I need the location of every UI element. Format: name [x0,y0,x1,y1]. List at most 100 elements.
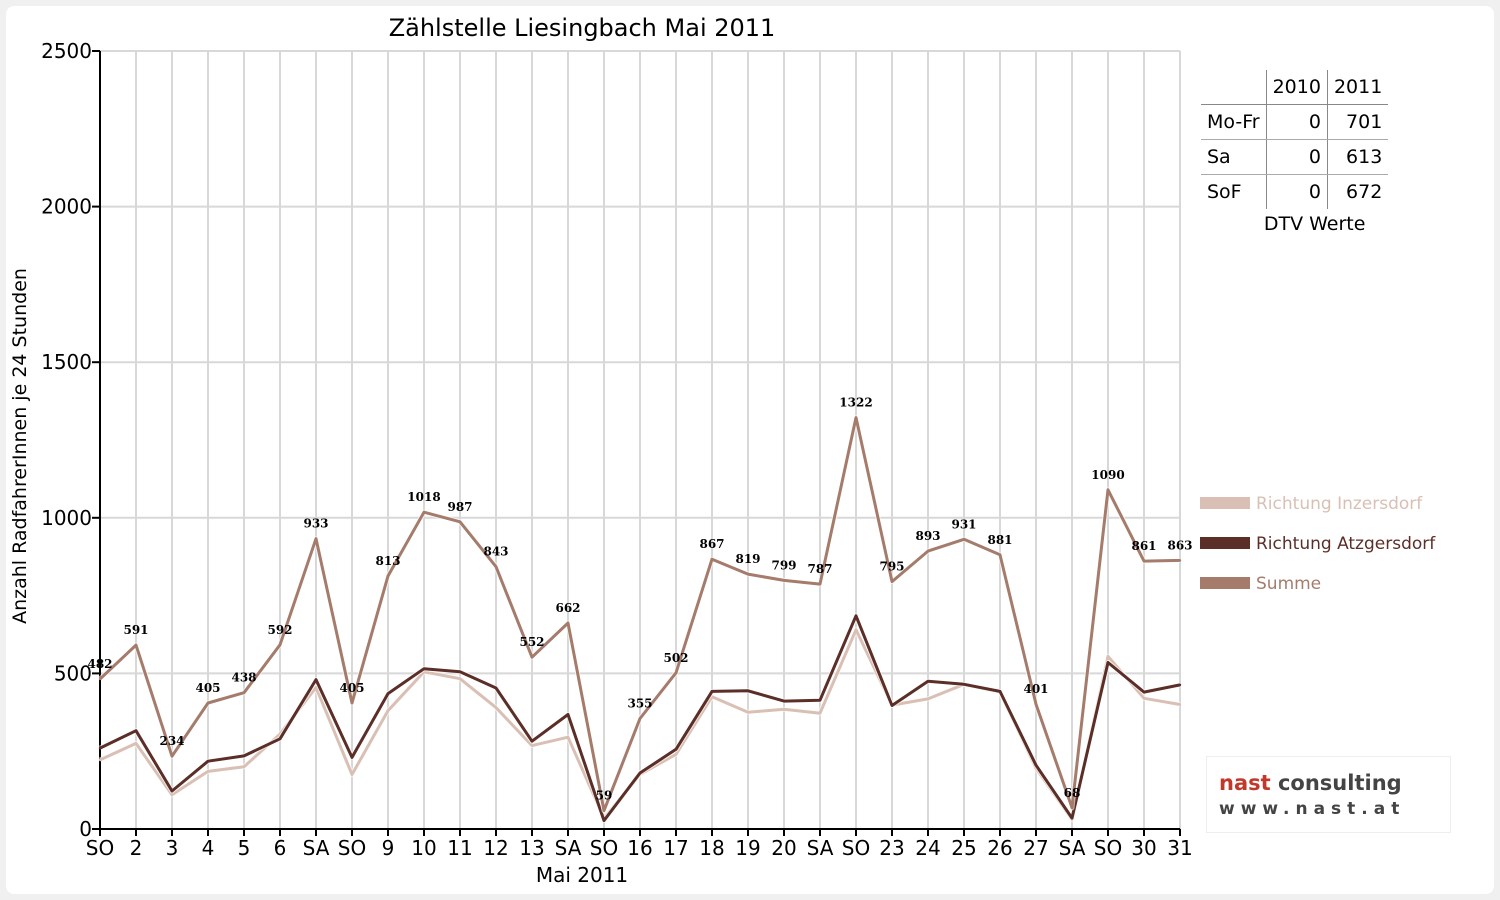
data-point [854,628,858,632]
data-label: 987 [447,500,472,514]
x-tick-label: SO [1094,836,1122,860]
data-point [350,773,354,776]
legend-label: Richtung Inzersdorf [1256,494,1423,514]
y-tick-label: 0 [79,817,92,841]
data-point [206,701,210,705]
legend-label: Richtung Atzgersdorf [1256,534,1436,554]
data-point [1034,703,1038,706]
data-point [422,667,426,670]
data-label: 893 [915,529,940,543]
data-label: 843 [483,545,508,559]
logo-nast: nast [1219,771,1271,795]
data-point [530,656,534,659]
data-label: 799 [771,558,796,572]
data-point [278,643,282,646]
data-point [818,698,822,702]
logo-consulting: consulting [1270,771,1402,795]
dtv-header-blank [1201,70,1267,105]
dtv-row-label: Mo-Fr [1201,104,1267,140]
dtv-cell-2011: 672 [1346,181,1383,203]
x-tick-label: 16 [627,836,652,860]
x-tick-label: SA [303,836,330,860]
dtv-caption: DTV Werte [1263,213,1366,235]
data-point [998,553,1002,557]
data-point [242,691,246,694]
data-point [818,582,822,586]
data-point [1070,816,1074,820]
dtv-row-label: Sa [1201,139,1267,175]
company-logo: nast consulting www.nast.at [1206,756,1451,833]
x-tick-label: 31 [1167,836,1192,860]
data-point [962,683,966,686]
chart-frame: 0 500 1000 1500 2000 2500 SO 2 3 4 5 6 SA SO 9 10 11 12 13… [6,6,1494,894]
data-point [890,704,894,707]
data-label: 355 [627,697,652,711]
x-tick-label: 25 [951,836,976,860]
data-label: 863 [1167,538,1192,552]
x-tick-label: SA [807,836,834,860]
data-label: 591 [123,623,148,637]
data-label: 68 [1064,786,1081,800]
data-point [386,692,390,695]
x-tick-label: 4 [202,836,215,860]
dtv-cell-2010: 0 [1266,104,1328,140]
data-point [782,707,786,711]
data-point [206,759,210,763]
data-label: 931 [951,517,976,531]
x-tick-label: 11 [447,836,472,860]
data-point [314,537,318,540]
data-point [458,520,462,524]
data-point [710,690,714,693]
data-label: 552 [519,635,544,649]
data-point [1142,690,1146,694]
data-label: 405 [195,681,220,695]
data-point [854,416,858,419]
data-point [242,765,246,768]
dtv-header-2010: 2010 [1266,70,1328,105]
x-tick-label: SO [590,836,618,860]
data-point [170,754,174,758]
data-label: 1090 [1091,468,1124,482]
data-point [1178,559,1182,562]
data-point [386,574,390,578]
data-label: 881 [987,533,1012,547]
data-point [494,565,498,568]
data-point [638,771,642,775]
data-label: 1018 [407,490,440,504]
data-label: 234 [159,734,184,748]
data-point [638,717,642,720]
x-tick-label: 19 [735,836,760,860]
x-tick-label: 17 [663,836,688,860]
legend-label: Summe [1256,574,1321,594]
data-point [98,677,102,681]
data-point [1106,655,1110,658]
data-point [854,614,858,618]
y-tick-label: 500 [54,661,92,685]
data-point [602,819,606,822]
data-point [1178,703,1182,706]
logo-wordmark: nast consulting [1219,771,1402,795]
data-point [494,686,498,690]
x-tick-label: 20 [771,836,796,860]
x-tick-label: 2 [130,836,143,860]
x-tick-label: 13 [519,836,544,860]
data-point [170,789,174,793]
dtv-cell-2011: 613 [1327,139,1389,175]
x-tick-label: 24 [915,836,940,860]
data-label: 813 [375,554,400,568]
x-tick-label: SO [86,836,114,860]
data-label: 933 [303,517,328,531]
data-point [890,580,894,583]
data-point [962,538,966,541]
x-tick-label: SA [555,836,582,860]
x-tick-label: 27 [1023,836,1048,860]
x-axis-title: Mai 2011 [536,863,628,887]
data-point [674,748,678,751]
data-point [746,711,750,714]
data-point [170,793,174,796]
data-label: 59 [596,789,613,803]
data-label: 867 [699,537,724,551]
data-point [494,706,498,709]
data-point [998,690,1002,693]
